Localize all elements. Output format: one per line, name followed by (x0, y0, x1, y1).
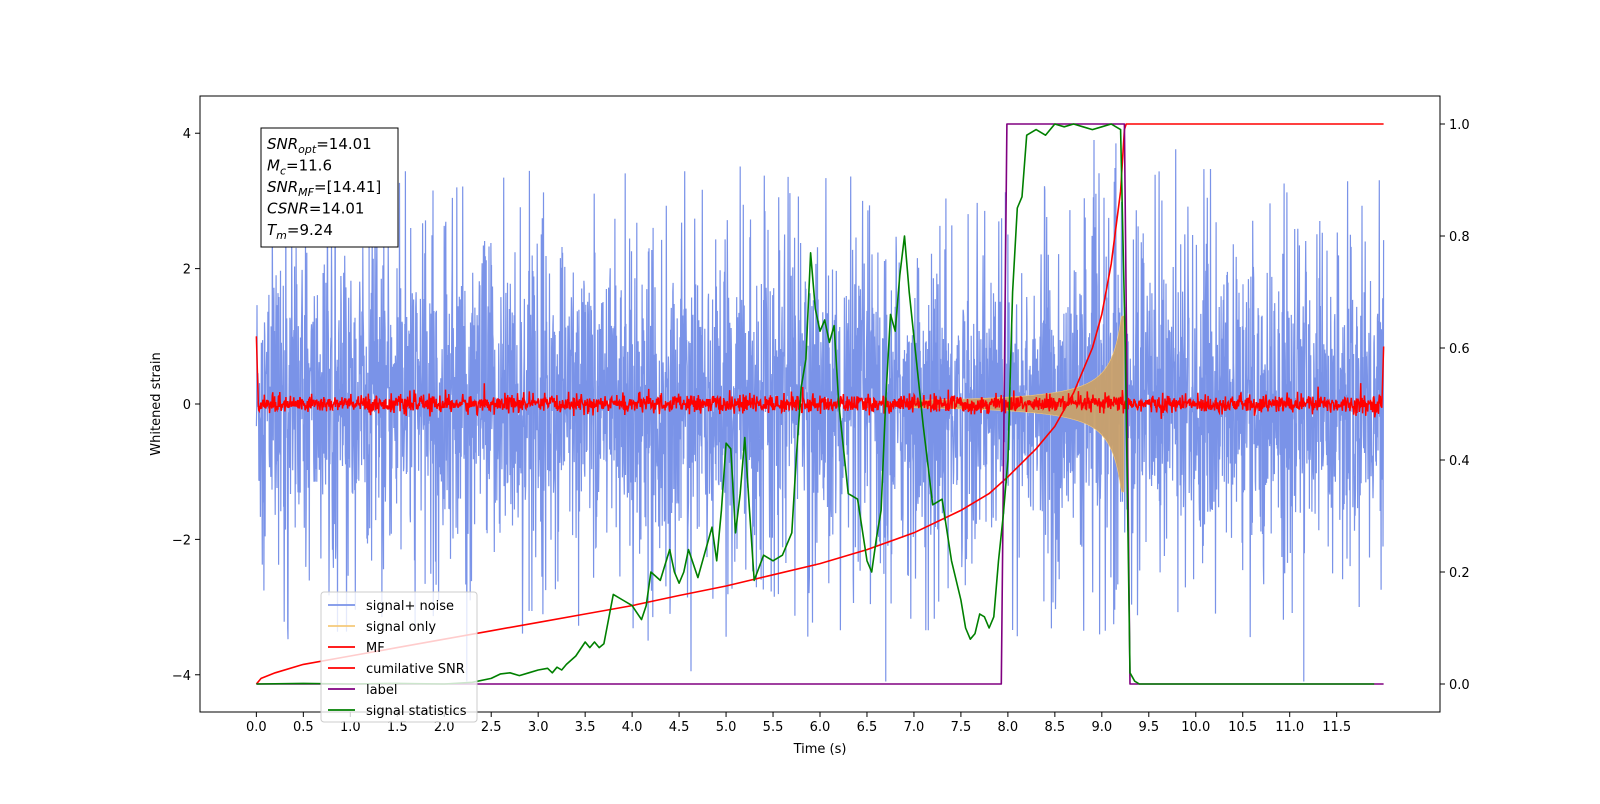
y-right-tick-label: 0.4 (1449, 454, 1470, 469)
legend-label: cumilative SNR (366, 662, 465, 677)
y-axis-label: Whitened strain (149, 352, 164, 455)
x-tick-label: 0.5 (293, 720, 314, 735)
legend-label: signal statistics (366, 704, 467, 719)
y-right-tick-label: 0.0 (1449, 678, 1470, 693)
x-tick-label: 10.0 (1181, 720, 1210, 735)
x-tick-label: 4.5 (669, 720, 690, 735)
x-tick-label: 11.5 (1322, 720, 1351, 735)
x-tick-label: 7.5 (951, 720, 972, 735)
x-tick-label: 11.0 (1275, 720, 1304, 735)
x-tick-label: 5.0 (716, 720, 737, 735)
legend-label: MF (366, 641, 385, 656)
x-tick-label: 8.0 (998, 720, 1019, 735)
y-right-tick-label: 0.6 (1449, 342, 1470, 357)
y-right-tick-label: 1.0 (1449, 118, 1470, 133)
x-tick-label: 2.0 (434, 720, 455, 735)
annotation-line: Mc=11.6 (267, 157, 332, 178)
x-tick-label: 1.0 (340, 720, 361, 735)
x-tick-label: 1.5 (387, 720, 408, 735)
legend-frame (320, 591, 478, 723)
annotation-line: Tm=9.24 (267, 221, 333, 242)
y-left-tick-label: 4 (183, 127, 191, 142)
y-left-tick-label: 2 (183, 263, 191, 278)
x-tick-label: 5.5 (763, 720, 784, 735)
x-tick-label: 6.5 (857, 720, 878, 735)
annotation-frame (260, 127, 399, 248)
annotation-line: CSNR=14.01 (267, 200, 364, 218)
y-left-tick-label: −2 (172, 533, 191, 548)
data-layer (255, 123, 1385, 685)
series-signal-statistics (256, 123, 1375, 685)
y-left-tick-label: 0 (183, 398, 191, 413)
x-tick-label: 3.0 (528, 720, 549, 735)
x-tick-label: 6.0 (810, 720, 831, 735)
x-tick-label: 9.5 (1138, 720, 1159, 735)
legend-label: signal only (366, 620, 436, 635)
x-tick-label: 10.5 (1228, 720, 1257, 735)
y-right-tick-label: 0.2 (1449, 566, 1470, 581)
y-right-tick-label: 0.8 (1449, 230, 1470, 245)
annotation-box: SNRopt=14.01Mc=11.6SNRMF=[14.41]CSNR=14.… (260, 127, 399, 248)
y-left-tick-label: −4 (172, 669, 191, 684)
x-tick-label: 4.0 (622, 720, 643, 735)
series-signal-noise (255, 139, 1385, 682)
legend-label: label (366, 683, 397, 698)
legend-label: signal+ noise (366, 599, 454, 614)
x-axis-label: Time (s) (793, 742, 847, 757)
annotation-line: SNRopt=14.01 (267, 135, 372, 156)
x-tick-label: 7.0 (904, 720, 925, 735)
x-tick-label: 3.5 (575, 720, 596, 735)
annotation-line: SNRMF=[14.41] (267, 178, 381, 199)
x-tick-label: 9.0 (1091, 720, 1112, 735)
x-tick-label: 0.0 (246, 720, 267, 735)
series-mf (255, 336, 1385, 419)
axes-layer: 0.0 0.5 1.0 1.5 2.0 2.5 3.0 3.5 4.0 4.5 5.0 5.5 6.0 6… (172, 118, 1470, 735)
legend: signal+ noise signal only MF cumilative SNR… (320, 591, 478, 723)
x-tick-label: 8.5 (1045, 720, 1066, 735)
x-tick-label: 2.5 (481, 720, 502, 735)
